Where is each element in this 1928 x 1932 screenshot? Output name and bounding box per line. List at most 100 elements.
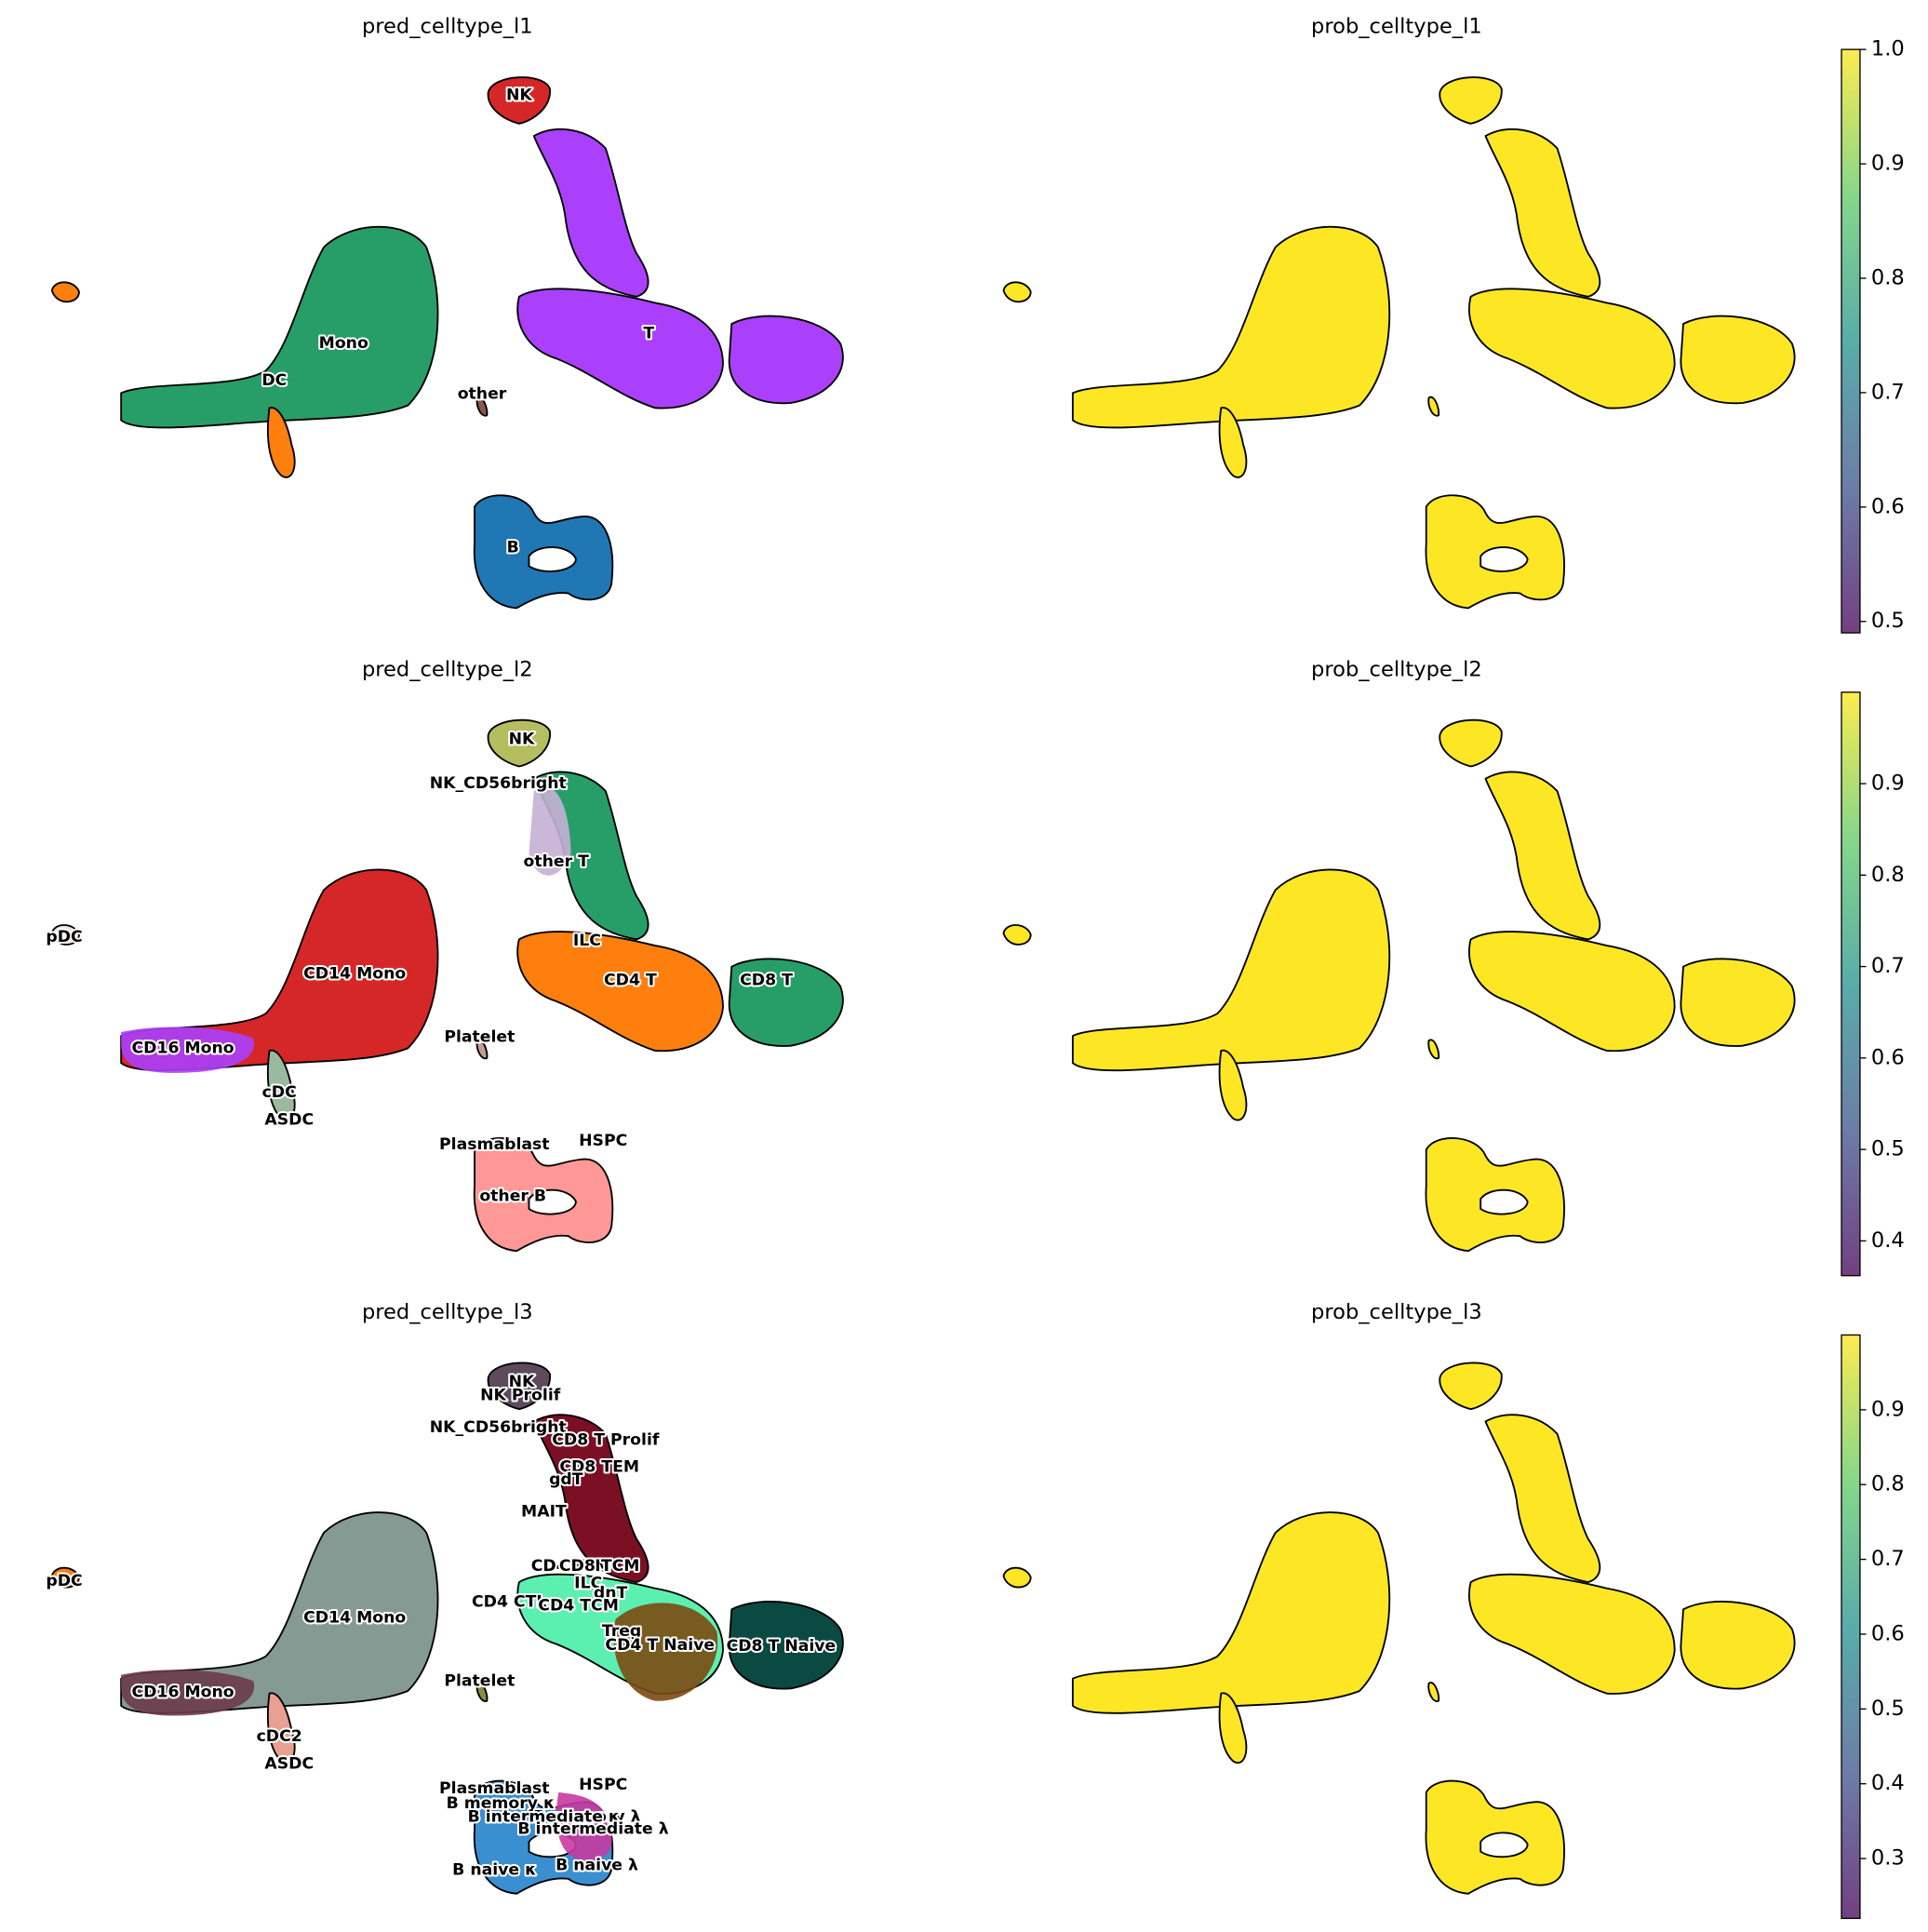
cluster-tmain — [1468, 1573, 1676, 1695]
panel: pred_celltype_l1 NK T Mono DC other B — [50, 15, 844, 610]
panel: prob_celltype_l1 0.5 0.6 0.7 0.8 0.9 1.0 — [1002, 15, 1905, 634]
cluster-dc — [266, 1049, 296, 1121]
cluster-nk — [487, 1362, 551, 1411]
cluster-label: gdT — [549, 1470, 583, 1489]
cluster-dc — [266, 1692, 296, 1764]
cluster-label: other B — [479, 1187, 546, 1206]
cluster-bhole — [528, 1188, 577, 1215]
cluster-label: ILC — [573, 932, 601, 950]
cluster-label: CD14 Mono — [303, 1609, 406, 1628]
cluster-tstrand — [1484, 771, 1601, 941]
cluster-label: NK — [509, 730, 535, 748]
cluster-label: cDC2 — [257, 1727, 302, 1746]
panel-title: prob_celltype_l1 — [1311, 15, 1482, 39]
cluster-dc — [1218, 407, 1248, 478]
panel-title: prob_celltype_l3 — [1311, 1300, 1482, 1324]
cluster-label: dnT — [594, 1584, 628, 1603]
cluster-label: B naive κ — [452, 1861, 536, 1880]
cluster-label: NK — [506, 86, 532, 104]
cluster-pdc — [50, 1566, 80, 1589]
colorbar-tick-label: 0.9 — [1871, 771, 1905, 796]
cluster-label: HSPC — [579, 1776, 627, 1794]
colorbar-tick-label: 0.5 — [1871, 1697, 1905, 1721]
cluster-tmain — [516, 931, 724, 1053]
cluster-label: T — [643, 325, 654, 343]
cluster-label: CD14 Mono — [303, 965, 406, 984]
colorbar-tick-label: 0.7 — [1871, 954, 1905, 978]
cluster-other — [475, 1039, 489, 1060]
cluster-label: cDC — [262, 1083, 297, 1102]
cluster-bhole — [528, 546, 577, 572]
cluster-label: HSPC — [579, 1132, 627, 1150]
colorbar-tick-label: 0.8 — [1871, 863, 1905, 887]
cluster-pdc — [50, 281, 80, 303]
cluster-label: CD8 TEM — [559, 1458, 639, 1477]
cluster-tstrand — [532, 127, 649, 298]
cluster-label: B memory λ — [533, 1807, 640, 1826]
cluster-label: CD4 TCM — [538, 1596, 619, 1615]
colorbar-tick-label: 0.7 — [1871, 1547, 1905, 1571]
colorbar-tick-label: 0.4 — [1871, 1228, 1905, 1253]
panel: prob_celltype_l2 0.4 0.5 0.6 0.7 0.8 0.9 — [1002, 657, 1905, 1277]
cluster-tmain — [1468, 288, 1676, 409]
cluster-label: Plasmablast — [439, 1779, 550, 1798]
colorbar — [1841, 48, 1861, 634]
cluster-tstrand — [532, 1414, 649, 1584]
cluster-label: CD4 T Naive — [605, 1636, 715, 1655]
cluster-nk — [487, 718, 551, 768]
cluster-label: pDC — [46, 928, 82, 946]
cluster-label: other — [458, 385, 507, 404]
colorbar-tick-label: 0.3 — [1871, 1846, 1905, 1871]
colorbar-tick-label: 0.7 — [1871, 380, 1905, 404]
cluster-label: CD16 Mono — [132, 1039, 234, 1057]
cluster-mono — [120, 1511, 439, 1714]
colorbar — [1841, 1334, 1861, 1920]
colorbar-tick-label: 0.9 — [1871, 1397, 1905, 1421]
cluster-label: CD8 TCM — [559, 1557, 640, 1576]
cluster-mono — [1071, 1511, 1391, 1714]
cluster-label: CD8 T Naive — [727, 1637, 837, 1656]
cluster-label: B memory κ — [447, 1794, 556, 1813]
colorbar-tick-label: 1.0 — [1871, 37, 1905, 61]
cluster-nk — [1439, 76, 1503, 125]
colorbar-tick-label: 0.6 — [1871, 494, 1905, 518]
cluster-other — [1427, 1682, 1440, 1702]
cluster-bhole — [1479, 546, 1529, 572]
cluster-overlay — [529, 786, 571, 876]
cluster-nk — [487, 76, 551, 125]
colorbar-tick-label: 0.4 — [1871, 1771, 1905, 1795]
cluster-dc — [1218, 1692, 1248, 1764]
cluster-cd8 — [728, 315, 844, 405]
cluster-tstrand — [1484, 1414, 1601, 1584]
cluster-label: CD16 Mono — [132, 1683, 234, 1701]
panel: prob_celltype_l3 0.3 0.4 0.5 0.6 0.7 0.8 0.9 — [1002, 1300, 1905, 1920]
panel-title: pred_celltype_l3 — [362, 1300, 533, 1324]
cluster-overlay — [613, 1603, 718, 1701]
cluster-overlay — [121, 1670, 255, 1716]
cluster-label: ASDC — [264, 1110, 314, 1129]
cluster-label: NK_CD56bright — [430, 774, 567, 793]
cluster-label: Treg — [602, 1622, 641, 1641]
cluster-bhole — [1479, 1831, 1529, 1858]
cluster-mono — [1071, 868, 1391, 1072]
cluster-label: DC — [261, 371, 287, 390]
cluster-overlay — [556, 1791, 612, 1861]
panel-title: prob_celltype_l2 — [1311, 657, 1482, 681]
colorbar-tick-label: 0.9 — [1871, 152, 1905, 176]
cluster-label: CD8 T — [740, 971, 793, 989]
cluster-other — [1427, 1039, 1440, 1060]
cluster-label: CD4 TEM — [531, 1557, 611, 1576]
cluster-other — [1427, 396, 1440, 417]
cluster-label: ILC — [574, 1574, 602, 1592]
cluster-dc — [1218, 1049, 1248, 1121]
cluster-label: other T — [524, 852, 590, 871]
cluster-label: CD4 T — [604, 971, 657, 989]
colorbar-tick-label: 0.8 — [1871, 265, 1905, 289]
cluster-nk — [1439, 718, 1503, 768]
cluster-other — [475, 396, 489, 417]
cluster-label: NK Prolif — [480, 1387, 561, 1405]
cluster-cd8 — [728, 1601, 844, 1690]
cluster-pdc — [1002, 1566, 1032, 1589]
cluster-cd8 — [1680, 958, 1796, 1047]
